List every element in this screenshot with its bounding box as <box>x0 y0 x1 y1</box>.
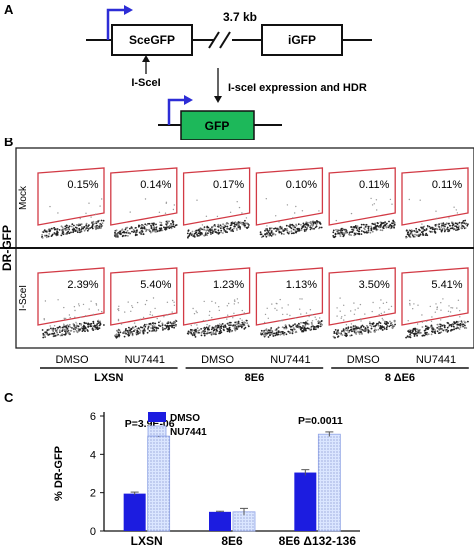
panel-label-a: A <box>4 2 14 17</box>
gfp-gate <box>182 167 251 226</box>
break-mark-2 <box>219 31 231 49</box>
igfp-label: iGFP <box>288 33 316 47</box>
y-tick-label: 4 <box>90 449 96 461</box>
bar <box>317 433 341 532</box>
legend-label: NU7441 <box>170 427 207 438</box>
promoter-arrow-icon <box>106 8 124 40</box>
x-tick-label: LXSN <box>131 534 163 546</box>
gate-percentage: 5.41% <box>431 279 462 291</box>
gfp-gate <box>110 267 178 326</box>
treatment-label: DMSO <box>201 354 234 366</box>
x-tick-label: 8E6 Δ132-136 <box>279 534 357 546</box>
gfp-gate <box>255 167 324 226</box>
legend-swatch <box>147 425 167 437</box>
event-cloud <box>113 198 178 238</box>
gate-percentage: 0.17% <box>213 179 244 191</box>
panel-label-c: C <box>4 390 14 405</box>
group-label: LXSN <box>94 372 123 384</box>
gate-percentage: 0.11% <box>359 179 390 191</box>
break-mark-1 <box>208 31 220 49</box>
treatment-label: NU7441 <box>270 354 310 366</box>
site-arrowhead-icon <box>142 55 150 62</box>
event-cloud <box>41 299 105 339</box>
gate-percentage: 0.14% <box>140 179 171 191</box>
promoter-arrowhead-icon <box>124 5 133 15</box>
gfp-gate <box>328 267 396 326</box>
event-cloud <box>114 297 178 339</box>
gate-percentage: 1.23% <box>213 279 244 291</box>
event-cloud <box>186 199 250 239</box>
row-label: Mock <box>18 185 29 210</box>
gfp-gate <box>328 167 396 226</box>
y-tick-label: 0 <box>90 526 96 538</box>
event-cloud <box>332 297 396 339</box>
bar <box>123 493 146 531</box>
product-promoter-arrow-icon <box>167 98 184 125</box>
gfp-gate <box>401 267 469 326</box>
legend-label: DMSO <box>170 413 200 424</box>
bar <box>209 511 231 531</box>
gate-percentage: 3.50% <box>359 279 390 291</box>
event-cloud <box>332 197 396 239</box>
gfp-gate <box>401 167 469 226</box>
treatment-label: DMSO <box>347 354 380 366</box>
event-cloud <box>41 198 105 239</box>
y-tick-label: 6 <box>90 411 96 423</box>
gate-percentage: 0.10% <box>286 179 317 191</box>
gate-percentage: 0.15% <box>67 179 98 191</box>
group-label: 8 ΔE6 <box>385 372 415 384</box>
scegfp-gene-box <box>111 24 193 56</box>
p-value-annotation: P=0.0011 <box>298 415 343 427</box>
gfp-product-box <box>180 110 255 140</box>
gate-percentage: 0.11% <box>432 179 463 191</box>
gfp-gate <box>110 167 178 226</box>
process-label: I-sceI expression and HDR <box>228 82 367 94</box>
hdr-arrowhead-icon <box>214 96 222 103</box>
gfp-gate <box>255 267 324 326</box>
bar <box>294 472 317 531</box>
igfp-gene-box <box>261 24 343 56</box>
construct-diagram: A 3.7 kb SceGFP iGFP I-SceI I-sceI expre… <box>4 2 372 140</box>
event-cloud <box>260 298 323 338</box>
y-tick-label: 2 <box>90 488 96 500</box>
site-label: I-SceI <box>131 77 160 89</box>
treatment-label: NU7441 <box>416 354 456 366</box>
bar <box>147 435 171 532</box>
distance-label: 3.7 kb <box>223 10 257 24</box>
flow-y-title: DR-GFP <box>0 225 14 271</box>
row-label: I-SceI <box>18 285 29 311</box>
panel-label-b: B <box>4 138 13 149</box>
product-promoter-arrowhead-icon <box>184 95 193 105</box>
event-cloud <box>405 198 469 239</box>
event-cloud <box>186 298 250 338</box>
y-axis-title: % DR-GFP <box>53 446 65 501</box>
treatment-label: DMSO <box>56 354 89 366</box>
gfp-gate <box>37 167 105 226</box>
gate-percentage: 5.40% <box>140 279 171 291</box>
scegfp-label: SceGFP <box>129 33 175 47</box>
legend-swatch <box>148 412 166 422</box>
group-label: 8E6 <box>245 372 265 384</box>
gate-percentage: 2.39% <box>67 279 98 291</box>
gfp-label: GFP <box>205 119 230 133</box>
gfp-gate <box>182 267 251 326</box>
treatment-label: NU7441 <box>125 354 165 366</box>
event-cloud <box>259 198 323 239</box>
x-tick-label: 8E6 <box>221 534 243 546</box>
event-cloud <box>405 298 469 339</box>
gfp-gate <box>37 267 105 326</box>
flow-cytometry-panel: B DR-GFP Mock 0.15% 0.14% 0.17% 0.10% 0.11% 0.1… <box>0 138 474 384</box>
gate-percentage: 1.13% <box>286 279 317 291</box>
